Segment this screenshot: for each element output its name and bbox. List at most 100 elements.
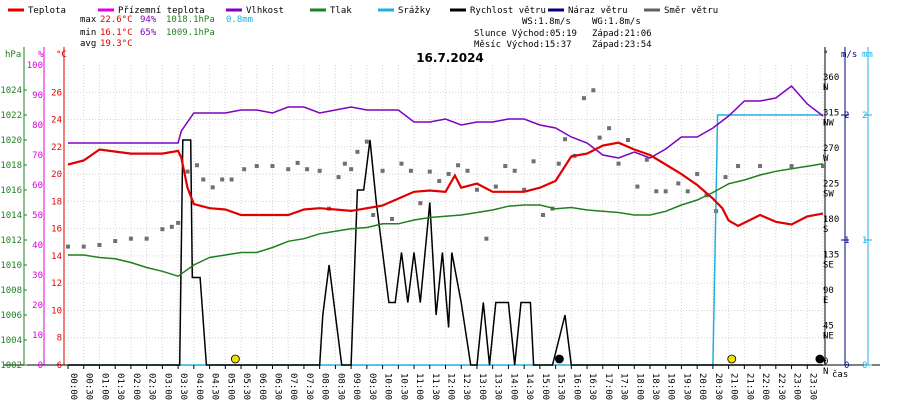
x-tick-label: 07:30 [304, 373, 314, 400]
x-tick-label: 22:00 [760, 373, 770, 400]
x-tick-label: 20:00 [697, 373, 707, 400]
wind-direction-point [66, 244, 70, 249]
tick-dir-deg: 0 [823, 357, 828, 367]
tick-dir-name: SE [823, 260, 834, 270]
legend-label-7: Směr větru [664, 6, 718, 16]
x-tick-label: 04:00 [194, 373, 204, 400]
tick-pct: 20 [32, 301, 43, 311]
wind-direction-point [364, 139, 369, 144]
wind-direction-point [437, 179, 442, 184]
wind-direction-point [541, 213, 546, 217]
temperature-line [67, 141, 824, 228]
wind-direction-point [336, 175, 341, 180]
wind-direction-point [607, 126, 612, 131]
tick-hpa: 1022 [0, 111, 22, 121]
tick-hpa: 1018 [0, 161, 22, 171]
precipitation-line [68, 114, 823, 366]
humidity-line [68, 84, 824, 159]
tick-hpa: 1012 [0, 236, 22, 246]
tick-degc: 24 [51, 116, 62, 126]
tick-hpa: 1016 [0, 186, 22, 196]
stat-hum-0: 94% [140, 15, 157, 25]
x-tick-label: 21:30 [744, 373, 754, 400]
wind-direction-point [342, 161, 347, 166]
tick-pct: 80 [32, 121, 43, 131]
stat-rain-0: 0.8mm [226, 15, 253, 25]
moonrise-marker [554, 354, 564, 364]
tick-mm: 2 [862, 111, 867, 121]
wind-direction-point [399, 161, 404, 166]
x-tick-label: 04:30 [210, 373, 220, 400]
stat-label-1: min [80, 28, 96, 38]
wind-speed-line [68, 139, 823, 366]
tick-dir-name: W [823, 154, 829, 164]
x-tick-label: 16:30 [587, 373, 597, 400]
x-tick-label: 18:30 [650, 373, 660, 400]
wind-direction-point [581, 96, 586, 101]
wind-direction-point [512, 168, 517, 173]
x-tick-label: 23:30 [807, 373, 817, 400]
x-tick-label: 16:00 [571, 373, 581, 400]
tick-dir-deg: 225 [823, 179, 839, 189]
x-tick-label: 21:00 [729, 373, 739, 400]
x-tick-label: 03:30 [178, 373, 188, 400]
x-tick-label: 08:00 [320, 373, 330, 400]
tick-hpa: 1024 [0, 86, 22, 96]
x-tick-label: 02:00 [131, 373, 141, 400]
x-tick-label: 10:30 [398, 373, 408, 400]
tick-pct: 60 [32, 181, 43, 191]
tick-degc: 22 [51, 143, 62, 153]
wind-direction-point [113, 239, 118, 244]
tick-dir-deg: 45 [823, 321, 834, 331]
x-tick-label: 06:00 [257, 373, 267, 400]
x-tick-label: 14:00 [508, 373, 518, 400]
tick-dir-name: S [823, 225, 828, 235]
x-tick-label: 19:00 [666, 373, 676, 400]
stat-hum-1: 65% [140, 28, 157, 38]
chart-title: 16.7.2024 [416, 51, 484, 65]
tick-pct: 50 [32, 211, 43, 221]
x-tick-label: 10:00 [383, 373, 393, 400]
wind-direction-point [229, 177, 234, 182]
x-tick-label: 11:00 [414, 373, 424, 400]
wind-direction-point [663, 189, 668, 194]
x-tick-label: 15:00 [540, 373, 550, 400]
wind-direction-point [160, 227, 165, 232]
info-ws: WS:1.8m/s [522, 17, 571, 27]
unit-hpa: hPa [5, 50, 21, 60]
stats-block: max 22.6°C 94% 1018.1hPa 0.8mm min 16.1°C 65% 10… [80, 15, 652, 50]
wind-direction-point [144, 236, 149, 241]
wind-direction-point [676, 181, 681, 186]
stat-label-0: max [80, 15, 97, 25]
x-tick-label: 15:30 [556, 373, 566, 400]
wind-direction-point [418, 201, 423, 206]
wind-direction-point [789, 164, 794, 169]
tick-ms: 0 [844, 361, 849, 371]
wind-direction-point [531, 159, 536, 164]
tick-degc: 14 [51, 252, 62, 262]
wind-direction-point [201, 177, 206, 182]
wind-direction-point [695, 171, 700, 176]
wind-direction-point [176, 220, 181, 225]
x-tick-label: 18:00 [634, 373, 644, 400]
x-tick-label: 20:30 [713, 373, 723, 400]
wind-direction-point [736, 164, 741, 169]
wind-direction-point [591, 88, 596, 93]
tick-dir-deg: 270 [823, 144, 839, 154]
wind-direction-point [355, 149, 360, 154]
x-tick-label: 23:00 [792, 373, 802, 400]
x-tick-label: 17:00 [603, 373, 613, 400]
wind-direction-point [556, 161, 561, 166]
unit-ms: m/s [841, 50, 857, 60]
wind-direction-point [81, 244, 86, 249]
wind-direction-point [685, 189, 690, 194]
wind-direction-point [427, 169, 432, 174]
tick-dir-name: SW [823, 189, 834, 199]
x-tick-label: 00:30 [84, 373, 94, 400]
wind-direction-point [254, 164, 259, 169]
x-tick-label: 09:00 [351, 373, 361, 400]
tick-hpa: 1020 [0, 136, 22, 146]
tick-hpa: 1014 [0, 211, 22, 221]
tick-ms: 2 [844, 111, 849, 121]
